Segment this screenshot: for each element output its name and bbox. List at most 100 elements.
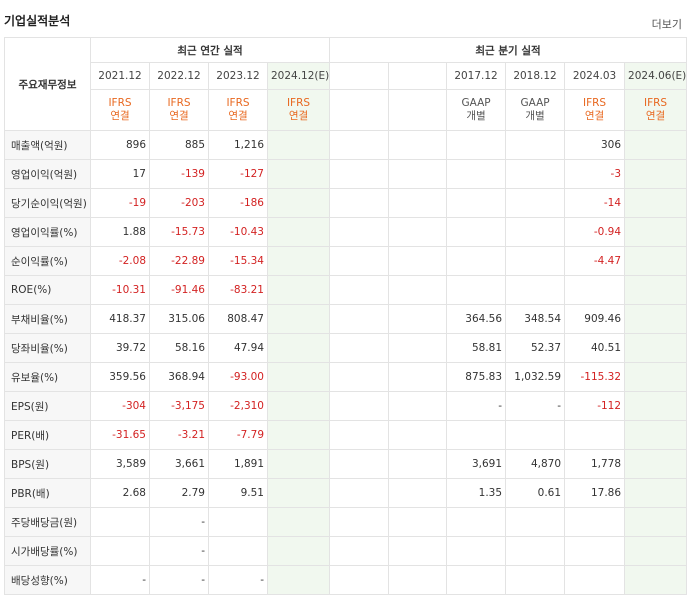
accounting-standard	[329, 89, 390, 131]
table-cell	[388, 420, 448, 450]
table-cell: -14	[564, 188, 626, 218]
standard-label: GAAP	[461, 97, 491, 109]
table-cell: 40.51	[564, 333, 626, 363]
table-cell: 348.54	[505, 304, 566, 334]
table-cell	[329, 478, 390, 508]
table-cell: -186	[208, 188, 268, 218]
table-cell	[446, 536, 507, 566]
table-cell	[266, 420, 331, 450]
table-cell: 315.06	[149, 304, 209, 334]
table-cell	[505, 246, 566, 276]
period-header: 2022.12	[149, 62, 209, 90]
table-cell	[505, 565, 566, 595]
table-cell	[266, 362, 331, 392]
table-cell	[564, 565, 626, 595]
table-cell	[446, 217, 507, 247]
table-row: 영업이익률(%) 1.88 -15.73 -10.43 -0.94	[4, 217, 688, 247]
accounting-standard: GAAP 개별	[505, 89, 566, 131]
table-cell	[266, 536, 331, 566]
row-header: 주요재무정보	[4, 37, 91, 131]
table-cell: -10.31	[90, 275, 150, 305]
row-label: 배당성향(%)	[4, 565, 91, 595]
table-cell	[266, 217, 331, 247]
table-cell: 39.72	[90, 333, 150, 363]
standard-label: IFRS	[582, 97, 607, 109]
table-cell: 885	[149, 130, 209, 160]
table-row: ROE(%) -10.31 -91.46 -83.21	[4, 275, 688, 305]
period-header: 2024.12(E)	[266, 62, 331, 90]
more-link[interactable]: 더보기	[651, 18, 682, 31]
table-cell	[266, 565, 331, 595]
period-header: 2024.03	[564, 62, 626, 90]
table-cell	[505, 217, 566, 247]
table-cell	[624, 478, 688, 508]
table-cell	[505, 188, 566, 218]
table-cell	[624, 391, 688, 421]
period-header: 2018.12	[505, 62, 566, 90]
table-cell: -0.94	[564, 217, 626, 247]
row-label: 주당배당금(원)	[4, 507, 91, 537]
table-cell	[388, 362, 448, 392]
table-cell	[329, 565, 390, 595]
table-cell	[90, 507, 150, 537]
group-quarter: 최근 분기 실적	[329, 37, 688, 63]
row-label: 영업이익(억원)	[4, 159, 91, 189]
standard-label: IFRS	[643, 97, 668, 109]
row-label: 영업이익률(%)	[4, 217, 91, 247]
table-row: BPS(원) 3,589 3,661 1,891 3,691 4,870 1,778	[4, 449, 688, 479]
table-row: 부채비율(%) 418.37 315.06 808.47 364.56 348.54 909…	[4, 304, 688, 334]
table-cell: -83.21	[208, 275, 268, 305]
table-cell: -3.21	[149, 420, 209, 450]
table-cell	[624, 217, 688, 247]
accounting-standard: GAAP 개별	[446, 89, 507, 131]
table-cell	[446, 420, 507, 450]
accounting-standard: IFRS 연결	[624, 89, 688, 131]
table-cell	[624, 507, 688, 537]
period-header: 2017.12	[446, 62, 507, 90]
table-cell	[329, 507, 390, 537]
table-cell	[329, 333, 390, 363]
table-cell	[329, 130, 390, 160]
table-cell: -15.73	[149, 217, 209, 247]
row-label: PBR(배)	[4, 478, 91, 508]
table-cell: -91.46	[149, 275, 209, 305]
table-cell	[388, 565, 448, 595]
table-cell: -203	[149, 188, 209, 218]
standard-label: IFRS	[286, 97, 311, 109]
table-cell: 0.61	[505, 478, 566, 508]
table-cell: 47.94	[208, 333, 268, 363]
table-cell	[388, 275, 448, 305]
consolidation-label: 개별	[466, 110, 486, 122]
consolidation-label: 연결	[288, 110, 309, 122]
consolidation-label: 개별	[525, 110, 545, 122]
table-cell	[564, 507, 626, 537]
table-cell	[329, 420, 390, 450]
row-label: ROE(%)	[4, 275, 91, 305]
table-row: 주당배당금(원) -	[4, 507, 688, 537]
table-cell	[266, 159, 331, 189]
table-cell	[329, 217, 390, 247]
table-row: 유보율(%) 359.56 368.94 -93.00 875.83 1,032.59 -1…	[4, 362, 688, 392]
table-cell: -	[505, 391, 566, 421]
table-cell	[505, 130, 566, 160]
table-cell: 808.47	[208, 304, 268, 334]
table-cell: 1.35	[446, 478, 507, 508]
table-cell: -10.43	[208, 217, 268, 247]
table-cell	[329, 275, 390, 305]
table-row: PBR(배) 2.68 2.79 9.51 1.35 0.61 17.86	[4, 478, 688, 508]
table-cell	[624, 536, 688, 566]
table-cell: 2.68	[90, 478, 150, 508]
table-cell: 9.51	[208, 478, 268, 508]
table-cell	[505, 507, 566, 537]
table-cell	[505, 536, 566, 566]
table-cell	[564, 420, 626, 450]
table-cell	[624, 420, 688, 450]
table-row: 당기순이익(억원) -19 -203 -186 -14	[4, 188, 688, 218]
row-label: 당기순이익(억원)	[4, 188, 91, 218]
table-cell	[388, 304, 448, 334]
table-cell: 3,691	[446, 449, 507, 479]
section-title: 기업실적분석	[4, 14, 71, 28]
accounting-standard	[388, 89, 448, 131]
table-cell	[624, 362, 688, 392]
table-cell: -3	[564, 159, 626, 189]
